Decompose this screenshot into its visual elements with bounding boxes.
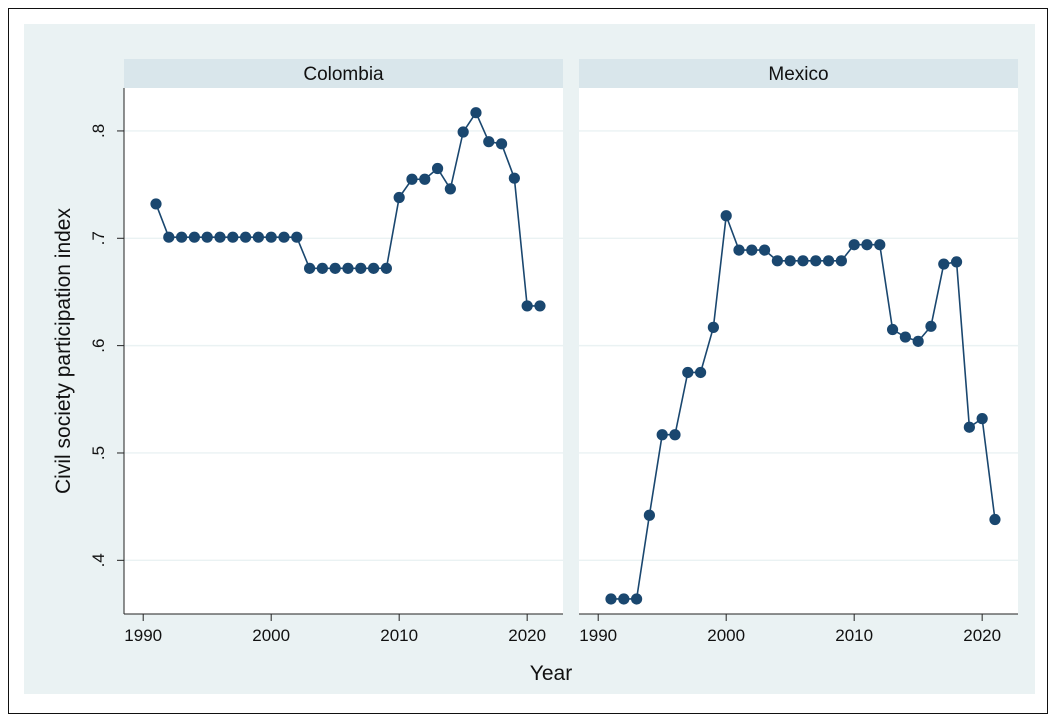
data-point-colombia-1992 bbox=[163, 231, 175, 243]
data-point-mexico-2010 bbox=[848, 239, 860, 251]
data-point-mexico-2018 bbox=[950, 256, 963, 268]
x-axis-title: Year bbox=[530, 662, 572, 685]
data-point-mexico-2006 bbox=[797, 255, 809, 267]
data-point-colombia-1991 bbox=[150, 198, 162, 210]
data-point-colombia-2013 bbox=[431, 162, 444, 175]
y-tick-label-4: .8 bbox=[89, 124, 108, 138]
data-point-colombia-2010 bbox=[393, 191, 405, 204]
data-point-mexico-2009 bbox=[835, 255, 847, 267]
data-point-mexico-1992 bbox=[618, 593, 630, 605]
data-point-mexico-2015 bbox=[912, 335, 924, 347]
data-point-mexico-2020 bbox=[976, 413, 988, 425]
data-point-colombia-2018 bbox=[495, 138, 508, 150]
data-point-colombia-1995 bbox=[201, 231, 213, 243]
data-point-colombia-1998 bbox=[239, 231, 252, 243]
data-point-mexico-2003 bbox=[758, 244, 771, 256]
data-point-colombia-2004 bbox=[316, 262, 328, 274]
data-point-mexico-2011 bbox=[861, 239, 873, 251]
data-point-mexico-2016 bbox=[925, 320, 937, 332]
y-axis-title: Civil society participation index bbox=[52, 208, 75, 494]
data-point-colombia-2006 bbox=[342, 262, 354, 274]
data-point-colombia-1997 bbox=[227, 231, 239, 243]
x-tick-label-mexico-0: 1990 bbox=[579, 626, 617, 645]
strip-label-mexico: Mexico bbox=[768, 64, 828, 85]
data-point-mexico-2021 bbox=[989, 513, 1001, 526]
plot-area-colombia bbox=[124, 88, 563, 614]
data-point-colombia-1999 bbox=[252, 231, 264, 243]
strip-label-colombia: Colombia bbox=[303, 64, 384, 85]
data-point-mexico-1991 bbox=[605, 593, 617, 605]
data-point-colombia-2014 bbox=[444, 183, 456, 195]
data-point-mexico-2019 bbox=[963, 421, 975, 433]
data-point-mexico-2001 bbox=[733, 244, 745, 256]
data-point-mexico-2004 bbox=[771, 255, 783, 267]
data-point-mexico-1996 bbox=[669, 429, 681, 441]
data-point-mexico-1994 bbox=[643, 509, 655, 521]
data-point-colombia-2020 bbox=[521, 300, 533, 312]
data-point-colombia-2011 bbox=[406, 173, 418, 185]
data-point-colombia-2002 bbox=[291, 231, 303, 243]
data-point-mexico-2013 bbox=[886, 323, 899, 336]
data-point-colombia-2008 bbox=[367, 262, 380, 274]
data-point-colombia-1996 bbox=[214, 231, 226, 243]
data-point-mexico-2005 bbox=[784, 255, 796, 267]
data-point-mexico-2008 bbox=[822, 255, 835, 267]
data-point-mexico-2014 bbox=[899, 331, 911, 343]
x-tick-label-colombia-0: 1990 bbox=[124, 626, 162, 645]
data-point-colombia-2015 bbox=[457, 126, 469, 138]
data-point-mexico-1993 bbox=[630, 593, 643, 605]
data-point-mexico-2012 bbox=[874, 239, 886, 251]
data-point-colombia-2016 bbox=[470, 107, 482, 119]
x-tick-label-mexico-2: 2010 bbox=[835, 626, 873, 645]
data-point-mexico-2000 bbox=[720, 210, 732, 222]
y-tick-label-1: .5 bbox=[89, 446, 108, 460]
x-tick-label-colombia-3: 2020 bbox=[508, 626, 546, 645]
data-point-colombia-2005 bbox=[329, 262, 341, 274]
data-point-mexico-1997 bbox=[682, 366, 694, 379]
data-point-colombia-2021 bbox=[534, 300, 546, 312]
data-point-colombia-1994 bbox=[188, 231, 200, 243]
data-point-colombia-2007 bbox=[355, 262, 367, 274]
data-point-mexico-1999 bbox=[707, 321, 719, 333]
data-point-colombia-2000 bbox=[265, 231, 277, 243]
y-tick-label-0: .4 bbox=[89, 553, 108, 567]
x-tick-label-mexico-3: 2020 bbox=[963, 626, 1001, 645]
data-point-colombia-1993 bbox=[175, 231, 188, 243]
data-point-colombia-2009 bbox=[380, 262, 392, 274]
data-point-mexico-1995 bbox=[656, 429, 668, 441]
data-point-colombia-2003 bbox=[303, 262, 316, 274]
data-point-colombia-2001 bbox=[278, 231, 290, 243]
data-point-mexico-2007 bbox=[810, 255, 822, 267]
strip-mexico bbox=[579, 59, 1018, 88]
y-tick-label-3: .7 bbox=[89, 231, 108, 245]
plot-area-mexico bbox=[579, 88, 1018, 614]
data-point-colombia-2019 bbox=[508, 172, 520, 184]
data-point-mexico-1998 bbox=[694, 366, 707, 379]
data-point-mexico-2017 bbox=[938, 258, 950, 270]
x-tick-label-colombia-1: 2000 bbox=[252, 626, 290, 645]
data-point-colombia-2012 bbox=[419, 173, 431, 185]
data-point-mexico-2002 bbox=[746, 244, 758, 256]
x-tick-label-colombia-2: 2010 bbox=[380, 626, 418, 645]
data-point-colombia-2017 bbox=[483, 136, 495, 148]
strip-colombia bbox=[124, 59, 563, 88]
x-tick-label-mexico-1: 2000 bbox=[707, 626, 745, 645]
y-tick-label-2: .6 bbox=[89, 339, 108, 353]
